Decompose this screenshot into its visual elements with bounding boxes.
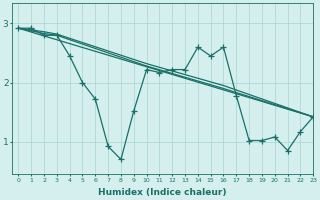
- X-axis label: Humidex (Indice chaleur): Humidex (Indice chaleur): [98, 188, 227, 197]
